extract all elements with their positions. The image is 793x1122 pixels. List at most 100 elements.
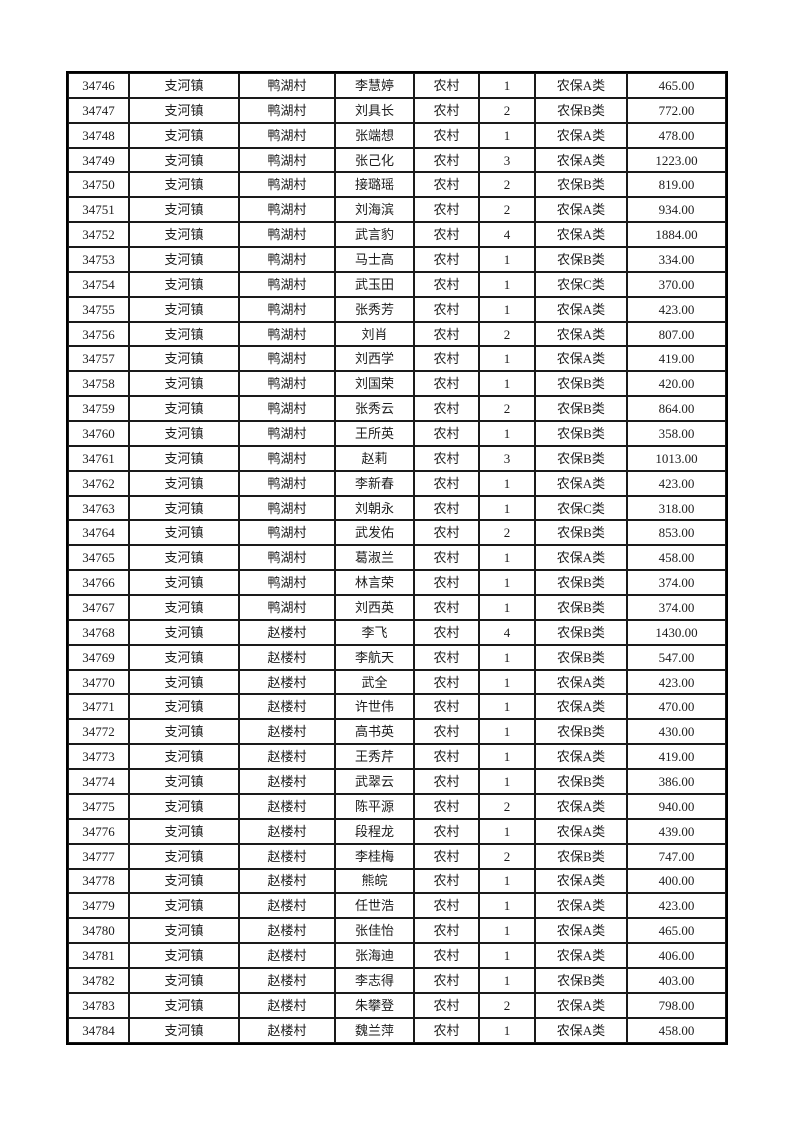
village-cell: 赵楼村 [239,644,335,670]
serial-cell: 34765 [68,545,129,571]
serial-cell: 34766 [68,570,129,596]
residence-type-cell: 农村 [414,197,479,223]
serial-cell: 34768 [68,619,129,645]
residence-type-cell: 农村 [414,818,479,844]
person-name-cell: 林言荣 [335,570,414,596]
serial-cell: 34758 [68,371,129,397]
amount-cell: 819.00 [627,172,726,198]
table-row: 34752 支河镇 鸭湖村 武言豹 农村 4 农保A类 1884.00 [68,222,726,248]
residence-type-cell: 农村 [414,644,479,670]
residence-type-cell: 农村 [414,147,479,173]
table-row: 34780 支河镇 赵楼村 张佳怡 农村 1 农保A类 465.00 [68,918,726,944]
residence-type-cell: 农村 [414,122,479,148]
count-cell: 1 [479,271,535,297]
village-cell: 鸭湖村 [239,172,335,198]
amount-cell: 423.00 [627,470,726,496]
town-cell: 支河镇 [129,172,239,198]
insurance-category-cell: 农保A类 [535,992,627,1018]
person-name-cell: 李志得 [335,967,414,993]
table-row: 34753 支河镇 鸭湖村 马士高 农村 1 农保B类 334.00 [68,247,726,272]
count-cell: 1 [479,868,535,894]
insurance-category-cell: 农保A类 [535,545,627,571]
residence-type-cell: 农村 [414,396,479,422]
person-name-cell: 赵莉 [335,445,414,471]
table-row: 34769 支河镇 赵楼村 李航天 农村 1 农保B类 547.00 [68,644,726,670]
table-row: 34774 支河镇 赵楼村 武翠云 农村 1 农保B类 386.00 [68,769,726,794]
residence-type-cell: 农村 [414,346,479,372]
insurance-category-cell: 农保C类 [535,495,627,521]
town-cell: 支河镇 [129,371,239,397]
insurance-category-cell: 农保B类 [535,396,627,422]
count-cell: 1 [479,122,535,148]
village-cell: 鸭湖村 [239,147,335,173]
count-cell: 4 [479,619,535,645]
count-cell: 2 [479,843,535,869]
person-name-cell: 武全 [335,669,414,695]
town-cell: 支河镇 [129,694,239,720]
village-cell: 鸭湖村 [239,321,335,347]
table-row: 34747 支河镇 鸭湖村 刘具长 农村 2 农保B类 772.00 [68,97,726,123]
residence-type-cell: 农村 [414,570,479,596]
count-cell: 2 [479,97,535,123]
count-cell: 1 [479,495,535,521]
village-cell: 鸭湖村 [239,421,335,446]
town-cell: 支河镇 [129,868,239,894]
village-cell: 赵楼村 [239,694,335,720]
person-name-cell: 王所英 [335,421,414,446]
residence-type-cell: 农村 [414,73,479,98]
serial-cell: 34759 [68,396,129,422]
insurance-category-cell: 农保B类 [535,247,627,272]
town-cell: 支河镇 [129,470,239,496]
count-cell: 1 [479,247,535,272]
table-row: 34770 支河镇 赵楼村 武全 农村 1 农保A类 423.00 [68,669,726,695]
village-cell: 鸭湖村 [239,595,335,620]
insurance-category-cell: 农保A类 [535,694,627,720]
person-name-cell: 武玉田 [335,271,414,297]
serial-cell: 34763 [68,495,129,521]
residence-type-cell: 农村 [414,669,479,695]
count-cell: 1 [479,73,535,98]
person-name-cell: 陈平源 [335,793,414,819]
residence-type-cell: 农村 [414,719,479,745]
count-cell: 3 [479,445,535,471]
count-cell: 1 [479,570,535,596]
table-row: 34768 支河镇 赵楼村 李飞 农村 4 农保B类 1430.00 [68,619,726,645]
village-cell: 赵楼村 [239,992,335,1018]
count-cell: 1 [479,545,535,571]
village-cell: 赵楼村 [239,793,335,819]
count-cell: 1 [479,719,535,745]
residence-type-cell: 农村 [414,868,479,894]
table-row: 34776 支河镇 赵楼村 段程龙 农村 1 农保A类 439.00 [68,818,726,844]
town-cell: 支河镇 [129,1017,239,1043]
person-name-cell: 葛淑兰 [335,545,414,571]
table-row: 34771 支河镇 赵楼村 许世伟 农村 1 农保A类 470.00 [68,694,726,720]
count-cell: 1 [479,371,535,397]
amount-cell: 465.00 [627,73,726,98]
serial-cell: 34746 [68,73,129,98]
village-cell: 鸭湖村 [239,73,335,98]
person-name-cell: 熊皖 [335,868,414,894]
residence-type-cell: 农村 [414,694,479,720]
table-row: 34746 支河镇 鸭湖村 李慧婷 农村 1 农保A类 465.00 [68,73,726,98]
person-name-cell: 李航天 [335,644,414,670]
residence-type-cell: 农村 [414,918,479,944]
insurance-category-cell: 农保B类 [535,520,627,546]
table-row: 34748 支河镇 鸭湖村 张端想 农村 1 农保A类 478.00 [68,122,726,148]
table-row: 34749 支河镇 鸭湖村 张己化 农村 3 农保A类 1223.00 [68,147,726,173]
insurance-category-cell: 农保A类 [535,893,627,919]
person-name-cell: 武翠云 [335,769,414,794]
count-cell: 1 [479,694,535,720]
town-cell: 支河镇 [129,570,239,596]
serial-cell: 34784 [68,1017,129,1043]
amount-cell: 358.00 [627,421,726,446]
person-name-cell: 王秀芹 [335,744,414,770]
insurance-category-cell: 农保A类 [535,868,627,894]
serial-cell: 34764 [68,520,129,546]
person-name-cell: 刘具长 [335,97,414,123]
village-cell: 赵楼村 [239,619,335,645]
person-name-cell: 魏兰萍 [335,1017,414,1043]
insurance-category-cell: 农保B类 [535,97,627,123]
village-cell: 鸭湖村 [239,197,335,223]
serial-cell: 34749 [68,147,129,173]
village-cell: 鸭湖村 [239,545,335,571]
